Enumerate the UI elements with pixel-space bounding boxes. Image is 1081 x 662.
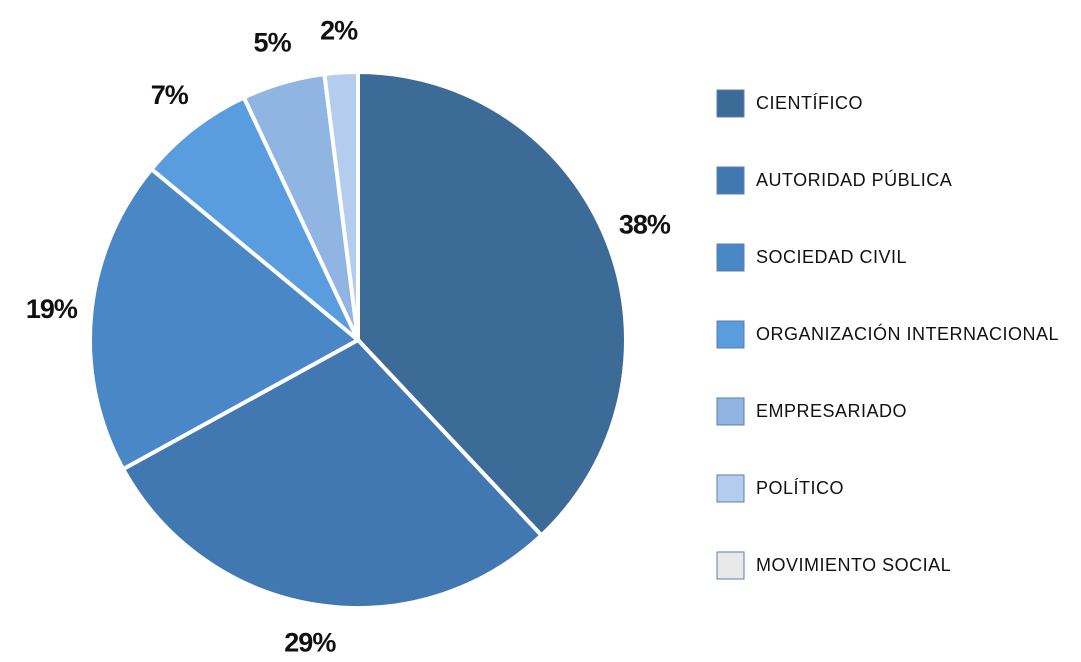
legend-swatch <box>716 89 745 118</box>
pie-slice <box>356 69 628 539</box>
legend-swatch <box>716 397 745 426</box>
data-label: 29% <box>284 627 336 657</box>
pie-slice <box>120 337 545 610</box>
data-label: 19% <box>26 294 78 324</box>
legend-label: SOCIEDAD CIVIL <box>756 247 907 267</box>
pie-slice <box>148 94 360 342</box>
legend-swatch <box>716 166 745 195</box>
legend-label: CIENTÍFICO <box>756 93 863 113</box>
legend-swatch <box>716 320 745 349</box>
legend-label: POLÍTICO <box>756 478 844 498</box>
legend-label: MOVIMIENTO SOCIAL <box>756 555 951 575</box>
legend-label: EMPRESARIADO <box>756 401 907 421</box>
legend-swatch <box>716 243 745 272</box>
legend-swatch <box>716 551 745 580</box>
data-label: 5% <box>254 27 292 57</box>
legend-label: AUTORIDAD PÚBLICA <box>756 169 952 190</box>
legend-swatch <box>716 474 745 503</box>
data-label: 2% <box>320 16 358 46</box>
data-label: 38% <box>619 210 671 240</box>
pie-slice <box>322 69 360 341</box>
pie-slice <box>88 166 362 472</box>
data-label: 7% <box>151 80 189 110</box>
legend-label: ORGANIZACIÓN INTERNACIONAL <box>756 323 1059 344</box>
